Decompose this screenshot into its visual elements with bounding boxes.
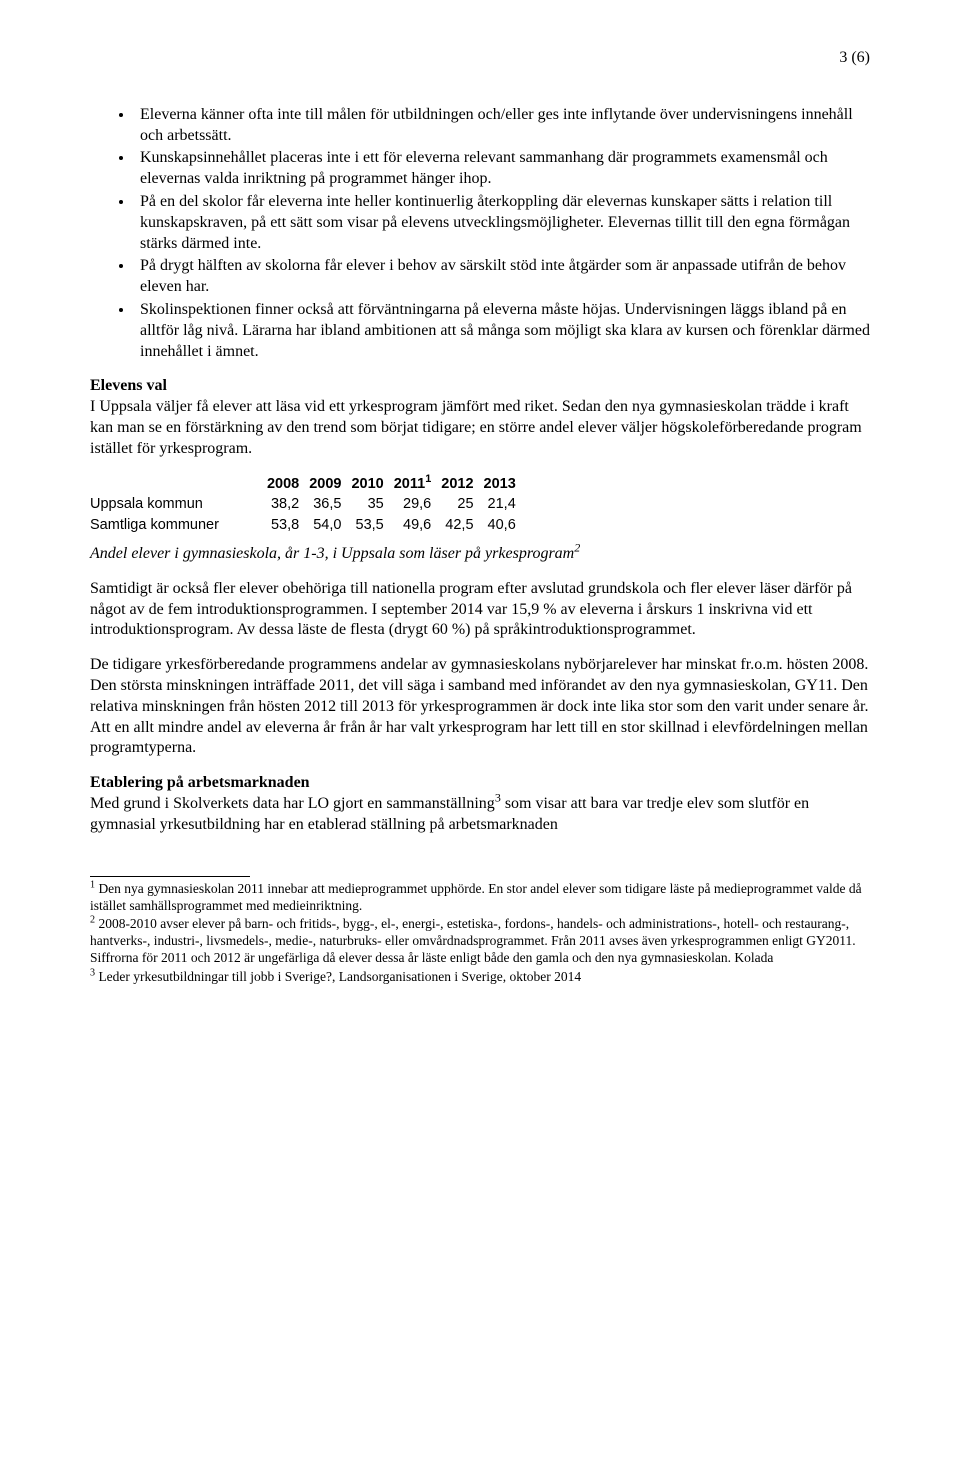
paragraph: Samtidigt är också fler elever obehöriga…	[90, 579, 870, 641]
section-heading-etablering: Etablering på arbetsmarknaden	[90, 773, 870, 794]
bullet-list: Eleverna känner ofta inte till målen för…	[90, 105, 870, 363]
footnote: 1 Den nya gymnasieskolan 2011 innebar at…	[90, 881, 870, 915]
footnotes: 1 Den nya gymnasieskolan 2011 innebar at…	[90, 881, 870, 986]
table-cell: 36,5	[309, 494, 351, 515]
table-header-cell: 2010	[351, 474, 393, 495]
table-cell: Samtliga kommuner	[90, 515, 267, 536]
page-number: 3 (6)	[90, 48, 870, 69]
list-item: På en del skolor får eleverna inte helle…	[134, 192, 870, 254]
footnote-text: Leder yrkesutbildningar till jobb i Sver…	[95, 969, 581, 984]
table-cell: 40,6	[484, 515, 526, 536]
table-header-cell: 2009	[309, 474, 351, 495]
footnote: 2 2008-2010 avser elever på barn- och fr…	[90, 916, 870, 967]
table-cell: 38,2	[267, 494, 309, 515]
table-cell: 53,8	[267, 515, 309, 536]
table-header-row: 2008 2009 2010 20111 2012 2013	[90, 474, 526, 495]
section-heading-elevens-val: Elevens val	[90, 376, 870, 397]
table-cell: Uppsala kommun	[90, 494, 267, 515]
table-header-cell: 20111	[394, 474, 442, 495]
list-item: På drygt hälften av skolorna får elever …	[134, 256, 870, 298]
table-cell: 25	[441, 494, 483, 515]
table-cell: 54,0	[309, 515, 351, 536]
table-header-year: 2011	[394, 476, 425, 492]
table-cell: 53,5	[351, 515, 393, 536]
table-header-cell: 2012	[441, 474, 483, 495]
footnote-ref: 1	[425, 473, 431, 485]
paragraph-text: Med grund i Skolverkets data har LO gjor…	[90, 795, 495, 812]
footnote-text: Den nya gymnasieskolan 2011 innebar att …	[90, 881, 862, 913]
table-header-cell	[90, 474, 267, 495]
table-cell: 49,6	[394, 515, 442, 536]
table-cell: 21,4	[484, 494, 526, 515]
list-item: Kunskapsinnehållet placeras inte i ett f…	[134, 148, 870, 190]
document-page: 3 (6) Eleverna känner ofta inte till mål…	[0, 0, 960, 1462]
table-cell: 29,6	[394, 494, 442, 515]
paragraph: I Uppsala väljer få elever att läsa vid …	[90, 397, 870, 459]
table-row: Samtliga kommuner 53,8 54,0 53,5 49,6 42…	[90, 515, 526, 536]
list-item: Skolinspektionen finner också att förvän…	[134, 300, 870, 362]
table-row: Uppsala kommun 38,2 36,5 35 29,6 25 21,4	[90, 494, 526, 515]
table-cell: 42,5	[441, 515, 483, 536]
footnote: 3 Leder yrkesutbildningar till jobb i Sv…	[90, 969, 870, 986]
table-cell: 35	[351, 494, 393, 515]
footnote-ref: 2	[574, 541, 580, 555]
paragraph: Med grund i Skolverkets data har LO gjor…	[90, 794, 870, 836]
paragraph: De tidigare yrkesförberedande programmen…	[90, 655, 870, 759]
caption-text: Andel elever i gymnasieskola, år 1-3, i …	[90, 545, 574, 562]
footnote-text: 2008-2010 avser elever på barn- och frit…	[90, 916, 856, 965]
list-item: Eleverna känner ofta inte till målen för…	[134, 105, 870, 147]
table-caption: Andel elever i gymnasieskola, år 1-3, i …	[90, 544, 870, 565]
table-header-cell: 2008	[267, 474, 309, 495]
vocational-share-table: 2008 2009 2010 20111 2012 2013 Uppsala k…	[90, 474, 526, 537]
table-header-cell: 2013	[484, 474, 526, 495]
footnote-rule	[90, 876, 250, 877]
